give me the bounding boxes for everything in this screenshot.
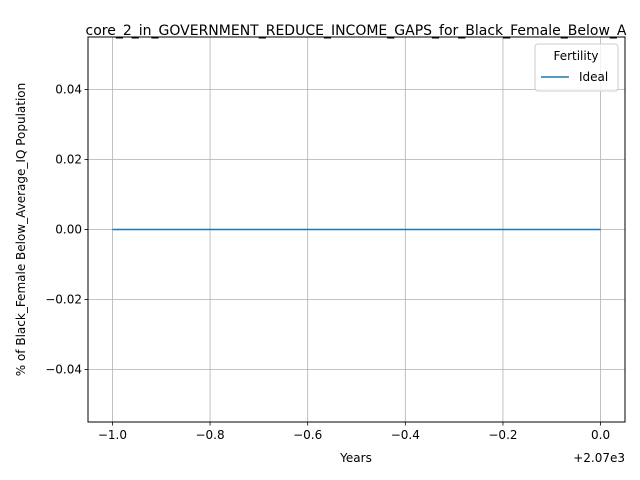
x-axis-ticks: −1.0 −0.8 −0.6 −0.4 −0.2 0.0 bbox=[98, 422, 610, 442]
x-axis-offset-label: +2.07e3 bbox=[573, 451, 625, 465]
y-tick-label: −0.02 bbox=[45, 293, 82, 307]
chart-title: core_2_in_GOVERNMENT_REDUCE_INCOME_GAPS_… bbox=[86, 23, 627, 39]
y-tick-label: −0.04 bbox=[45, 363, 82, 377]
x-tick-label: −0.6 bbox=[293, 428, 322, 442]
y-axis-ticks: −0.04 −0.02 0.00 0.02 0.04 bbox=[45, 83, 88, 377]
legend: Fertility Ideal bbox=[534, 43, 619, 92]
y-axis-label: % of Black_Female Below_Average_IQ Popul… bbox=[14, 83, 28, 377]
y-tick-label: 0.00 bbox=[55, 223, 82, 237]
legend-box bbox=[534, 43, 619, 92]
x-tick-label: −0.4 bbox=[391, 428, 420, 442]
x-tick-label: 0.0 bbox=[591, 428, 610, 442]
legend-entry-ideal: Ideal bbox=[579, 70, 608, 84]
x-tick-label: −0.8 bbox=[195, 428, 224, 442]
x-tick-label: −0.2 bbox=[488, 428, 517, 442]
legend-title: Fertility bbox=[553, 49, 598, 63]
x-tick-label: −1.0 bbox=[98, 428, 127, 442]
y-tick-label: 0.02 bbox=[55, 153, 82, 167]
x-axis-label: Years bbox=[339, 451, 372, 465]
y-tick-label: 0.04 bbox=[55, 83, 82, 97]
